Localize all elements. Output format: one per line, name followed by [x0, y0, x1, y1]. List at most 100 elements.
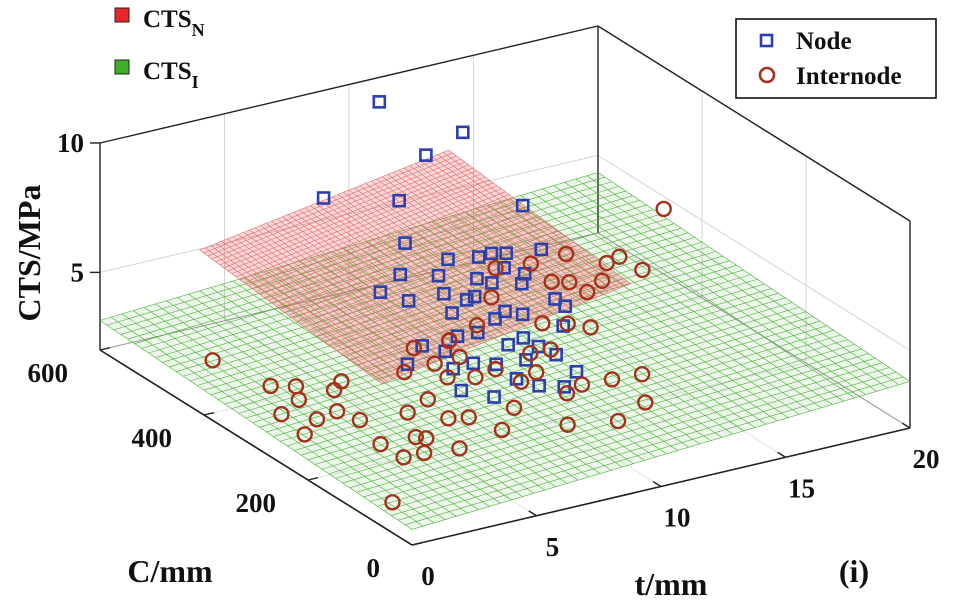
legend-label-node: Node [796, 28, 852, 55]
legend-label-cts-i: CTSI [143, 58, 199, 92]
surface-mesh-line [207, 155, 457, 257]
surface-mesh-line [276, 218, 460, 353]
surface-mesh-line [365, 241, 678, 451]
surface-mesh-line [300, 224, 550, 325]
box-edge [99, 25, 599, 144]
surface-mesh-line [120, 186, 619, 335]
surface-mesh-line [282, 216, 465, 351]
internode-point [561, 273, 578, 291]
node-point [487, 390, 501, 404]
internode-point [558, 385, 576, 402]
surface-mesh-line [361, 268, 611, 370]
surface-mesh-line [177, 297, 490, 507]
surface-mesh-line [476, 208, 789, 418]
data-points [204, 95, 672, 511]
surface-mesh-line [134, 195, 633, 345]
node-point [532, 378, 546, 393]
surface-mesh-line [398, 231, 711, 441]
x-tick-mark [777, 451, 786, 458]
internode-point [542, 341, 559, 358]
legend-marker-node [759, 33, 774, 48]
surface-mesh-line [235, 176, 486, 278]
node-point [372, 95, 387, 109]
internode-point [593, 272, 611, 289]
legend-marker-internode [758, 66, 776, 84]
surface-mesh-line [391, 367, 890, 516]
surface-mesh-line [299, 261, 612, 471]
surface-mesh-line [382, 176, 565, 311]
surface-mesh-line [221, 240, 404, 376]
surface-face [199, 150, 631, 384]
z-tick-label: 5 [71, 257, 85, 287]
surface-mesh-line [328, 325, 827, 475]
surface-mesh-line [487, 205, 800, 415]
internode-point [634, 261, 651, 279]
surface-mesh-line [332, 196, 515, 331]
z-axis-title: CTS/MPa [11, 185, 47, 322]
surface-mesh-line [296, 221, 546, 322]
surface-mesh-line [221, 284, 534, 494]
surface-mesh-line [276, 206, 526, 307]
surface-mesh-line [426, 158, 609, 293]
node-point [471, 325, 485, 340]
node-point [467, 289, 482, 304]
internode-point [522, 255, 540, 272]
node-point [401, 294, 416, 308]
internode-point [451, 348, 468, 366]
internode-point [372, 435, 389, 453]
surface-mesh-line [335, 330, 834, 479]
surface-mesh-line [280, 292, 779, 442]
surface-mesh-line [553, 185, 866, 395]
surface-mesh-line [498, 201, 811, 412]
surface-mesh-line [199, 249, 382, 384]
node-point [415, 339, 429, 353]
internode-point [582, 319, 599, 336]
grid-line [348, 291, 662, 487]
x-tick-mark [652, 481, 662, 488]
surface-mesh-line [337, 194, 521, 329]
node-point [454, 383, 469, 398]
surface-mesh-line [210, 246, 710, 396]
internode-point [522, 344, 539, 362]
node-point [471, 250, 486, 264]
surface-mesh-line [188, 293, 501, 504]
internode-point [395, 449, 412, 466]
node-point [466, 356, 481, 371]
internode-point [559, 315, 576, 332]
internode-point [407, 428, 424, 446]
surface-mesh-line [106, 176, 606, 326]
node-point [556, 319, 570, 333]
box-edge [597, 25, 911, 222]
surface-mesh-line [199, 290, 512, 501]
node-point [548, 292, 562, 306]
internode-point [467, 368, 484, 386]
surface-mesh-line [292, 218, 542, 319]
surface-mesh-line [224, 255, 723, 405]
surface-mesh-line [304, 227, 554, 328]
surface-mesh-line [249, 229, 432, 364]
y-axis-title: C/mm [127, 553, 213, 589]
surface-mesh-line [260, 194, 510, 295]
x-tick-label: 5 [546, 532, 560, 562]
internode-point [633, 366, 651, 383]
x-tick-mark [901, 422, 911, 429]
node-point [419, 148, 433, 162]
surface-mesh-line [215, 161, 465, 263]
surface-mesh-line [312, 233, 562, 334]
marker-legend: Node Internode [735, 18, 937, 99]
surface-mesh-line [321, 200, 504, 336]
surface-mesh-line [342, 334, 841, 484]
legend-swatch-cts-i [114, 59, 130, 75]
surface-mesh-line [248, 185, 498, 286]
internode-point [296, 426, 313, 443]
surface-mesh-line [597, 172, 911, 382]
surface-mesh-line [199, 149, 449, 251]
surface-mesh-line [307, 311, 807, 461]
node-point [398, 236, 412, 250]
surface-mesh-line [349, 339, 848, 488]
legend-label-internode: Internode [796, 63, 902, 90]
surface-mesh-line [223, 167, 473, 269]
y-tick-mark [307, 476, 319, 481]
surface-mesh-line [276, 267, 590, 478]
